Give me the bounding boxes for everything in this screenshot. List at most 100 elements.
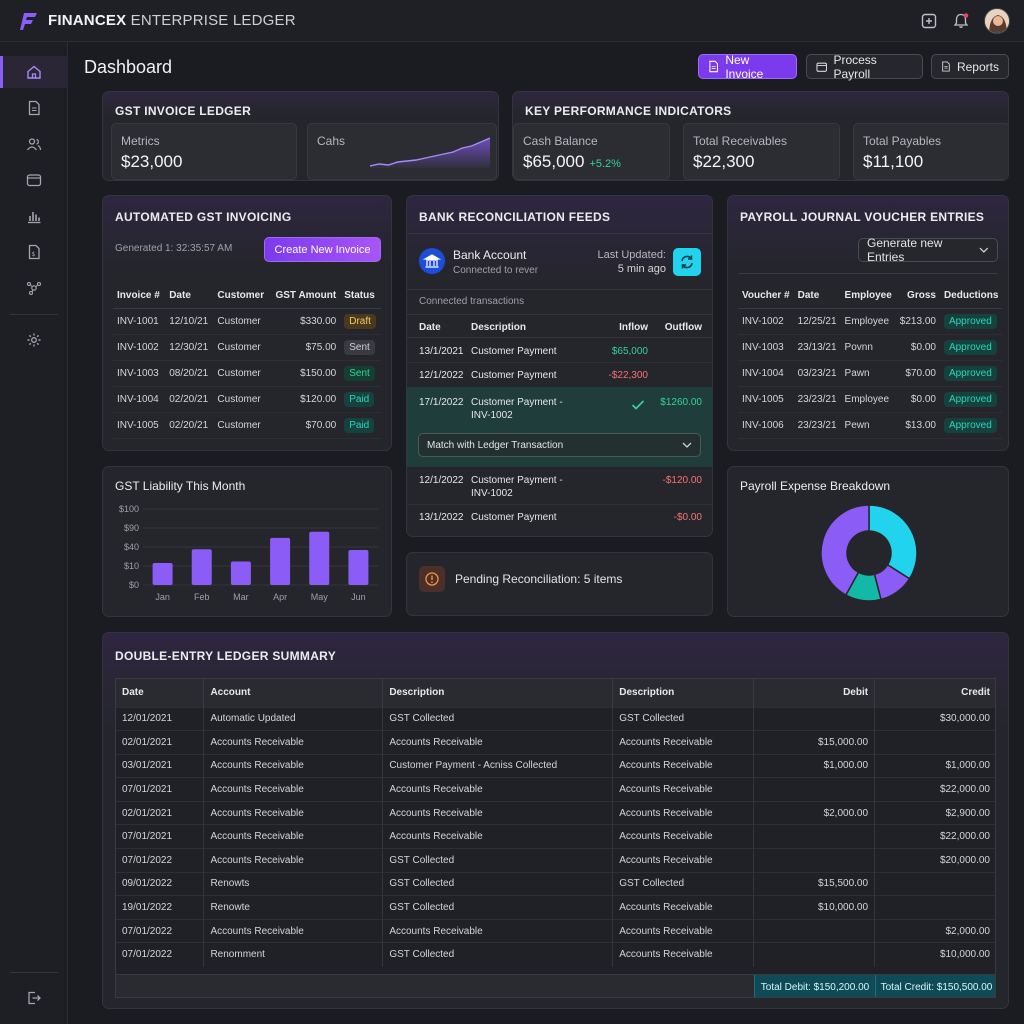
- ledger-debit: [753, 918, 876, 943]
- bar-may[interactable]: [309, 531, 330, 585]
- col-header: Account: [203, 679, 384, 707]
- total-credit: Total Credit: $150,500.00: [875, 975, 995, 997]
- donut-slice-3[interactable]: [820, 504, 870, 597]
- divider: [738, 273, 998, 274]
- bar-feb[interactable]: [191, 549, 212, 585]
- sidebar-item-integrations[interactable]: [0, 272, 68, 304]
- sidebar-divider-bottom: [10, 972, 58, 973]
- kpi-card: KEY PERFORMANCE INDICATORS Cash Balance …: [512, 91, 1009, 181]
- bank-row-selected[interactable]: 17/1/2022 Customer Payment - INV-1002 $1…: [407, 387, 712, 467]
- status-badge: Approved: [943, 365, 997, 381]
- bar-jun[interactable]: [348, 550, 369, 585]
- ledger-row[interactable]: 02/01/2021 Accounts Receivable Accounts Re…: [116, 730, 995, 755]
- pending-reconciliation-card[interactable]: Pending Reconciliation: 5 items: [406, 552, 713, 616]
- sidebar-item-documents[interactable]: [0, 92, 68, 124]
- create-new-invoice-button[interactable]: Create New Invoice: [264, 237, 381, 262]
- chevron-down-icon: [979, 247, 989, 253]
- voucher-row[interactable]: INV-1003 23/13/21 Povnn $0.00 Approved: [738, 334, 1003, 360]
- ledger-description: GST Collected: [382, 848, 614, 873]
- ledger-description-2: GST Collected: [612, 706, 755, 731]
- ledger-row[interactable]: 07/01/2022 Renomment GST Collected Accounts…: [116, 942, 995, 967]
- sidebar-item-settings[interactable]: [0, 324, 68, 356]
- col-header: Credit: [874, 679, 995, 707]
- voucher-row[interactable]: INV-1006 23/23/21 Pewn $13.00 Approved: [738, 412, 1003, 438]
- card-title: GST INVOICE LEDGER: [115, 104, 252, 118]
- ledger-account: Accounts Receivable: [203, 918, 384, 943]
- svg-text:$: $: [32, 251, 36, 258]
- add-widget-icon[interactable]: [920, 12, 938, 30]
- row-description: Customer Payment: [471, 512, 557, 523]
- ledger-debit: [753, 706, 876, 731]
- ledger-description-2: Accounts Receivable: [612, 824, 755, 849]
- voucher-employee: Employee: [844, 393, 890, 405]
- ledger-date: 19/01/2022: [116, 895, 205, 920]
- refresh-button[interactable]: [673, 248, 701, 276]
- ledger-row[interactable]: 09/01/2022 Renowts GST Collected GST Collec…: [116, 871, 995, 896]
- payroll-donut-chart: [820, 504, 918, 602]
- status-badge: Approved: [943, 313, 997, 329]
- col-header: Debit: [753, 679, 876, 707]
- x-tick-label: Apr: [273, 592, 287, 602]
- gear-icon: [27, 333, 41, 347]
- card-title: AUTOMATED GST INVOICING: [115, 210, 292, 224]
- bar-mar[interactable]: [230, 561, 251, 585]
- ledger-row[interactable]: 07/01/2021 Accounts Receivable Accounts Re…: [116, 777, 995, 802]
- donut-slice-0[interactable]: [868, 504, 918, 580]
- invoice-row[interactable]: INV-1001 12/10/21 Customer $330.00 Draft: [113, 308, 381, 334]
- sidebar-item-logout[interactable]: [0, 982, 68, 1014]
- receivables-value: $22,300: [693, 152, 755, 171]
- home-icon: [27, 65, 41, 79]
- voucher-row[interactable]: INV-1005 23/23/21 Employee $0.00 Approved: [738, 386, 1003, 412]
- ledger-row[interactable]: 03/01/2021 Accounts Receivable Customer Pa…: [116, 753, 995, 778]
- bar-jan[interactable]: [152, 562, 173, 585]
- ledger-description: Accounts Receivable: [382, 800, 614, 825]
- ledger-description-2: Accounts Receivable: [612, 800, 755, 825]
- invoice-row[interactable]: INV-1005 02/20/21 Customer $70.00 Paid: [113, 412, 381, 438]
- bank-row[interactable]: 12/1/2022 Customer Payment - INV-1002 -$…: [407, 467, 712, 505]
- bar-apr[interactable]: [270, 537, 291, 585]
- voucher-number: INV-1006: [742, 419, 784, 431]
- notification-bell-icon[interactable]: [952, 12, 970, 30]
- bank-row[interactable]: 13/1/2021 Customer Payment $65,000: [407, 338, 712, 363]
- sidebar-item-invoices[interactable]: $: [0, 236, 68, 268]
- voucher-row[interactable]: INV-1004 03/23/21 Pawn $70.00 Approved: [738, 360, 1003, 386]
- ledger-row[interactable]: 12/01/2021 Automatic Updated GST Collected…: [116, 706, 995, 731]
- generate-entries-dropdown[interactable]: Generate new Entries: [858, 236, 998, 264]
- document-icon: [28, 100, 40, 116]
- card-title: KEY PERFORMANCE INDICATORS: [525, 104, 732, 118]
- ledger-row[interactable]: 02/01/2021 Accounts Receivable Accounts Re…: [116, 800, 995, 825]
- ledger-row[interactable]: 07/01/2022 Accounts Receivable Accounts Re…: [116, 918, 995, 943]
- new-invoice-button[interactable]: New Invoice: [698, 53, 797, 81]
- ledger-debit: $2,000.00: [753, 800, 876, 825]
- ledger-credit: $1,000.00: [874, 753, 995, 778]
- ledger-credit: [874, 730, 995, 755]
- ledger-row[interactable]: 07/01/2021 Accounts Receivable Accounts Re…: [116, 824, 995, 849]
- sidebar-item-analytics[interactable]: [0, 200, 68, 232]
- user-avatar[interactable]: [984, 8, 1010, 34]
- ledger-account: Renowte: [203, 895, 384, 920]
- invoice-row[interactable]: INV-1003 08/20/21 Customer $150.00 Sent: [113, 360, 381, 386]
- gst-invoicing-card: AUTOMATED GST INVOICING Generated 1: 32:…: [102, 195, 392, 451]
- match-ledger-dropdown[interactable]: Match with Ledger Transaction: [418, 433, 701, 457]
- bank-row[interactable]: 13/1/2022 Customer Payment -$0.00: [407, 505, 712, 531]
- reports-button[interactable]: Reports: [931, 54, 1009, 79]
- voucher-number: INV-1002: [742, 315, 784, 327]
- y-tick-label: $10: [124, 561, 139, 571]
- process-payroll-button[interactable]: Process Payroll: [806, 53, 923, 81]
- ledger-table-container[interactable]: Date Account Description Description Deb…: [115, 678, 996, 998]
- sidebar-item-home[interactable]: [0, 56, 68, 88]
- ledger-row[interactable]: 07/01/2022 Accounts Receivable GST Collect…: [116, 848, 995, 873]
- cash-balance-label: Cash Balance: [523, 134, 598, 148]
- invoice-customer: Customer: [217, 341, 261, 353]
- sidebar-item-users[interactable]: [0, 128, 68, 160]
- ledger-row[interactable]: 19/01/2022 Renowte GST Collected Accounts R…: [116, 895, 995, 920]
- invoice-row[interactable]: INV-1002 12/30/21 Customer $75.00 Sent: [113, 334, 381, 360]
- invoice-row[interactable]: INV-1004 02/20/21 Customer $120.00 Paid: [113, 386, 381, 412]
- sidebar-item-wallet[interactable]: [0, 164, 68, 196]
- voucher-gross: $0.00: [910, 393, 936, 405]
- voucher-row[interactable]: INV-1002 12/25/21 Employee $213.00 Approved: [738, 308, 1003, 334]
- ledger-description: GST Collected: [382, 706, 614, 731]
- metrics-tile: Metrics $23,000: [111, 123, 297, 180]
- app-title: FINANCEX ENTERPRISE LEDGER: [48, 12, 296, 29]
- bank-row[interactable]: 12/1/2022 Customer Payment -$22,300: [407, 363, 712, 387]
